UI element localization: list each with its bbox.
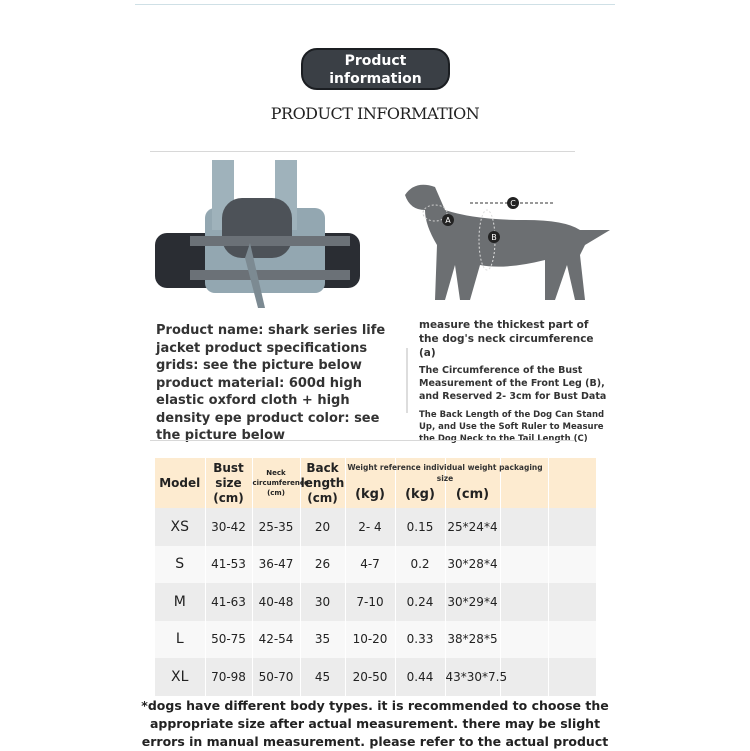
cell-weight: 7-10 <box>345 583 396 621</box>
cell-package-size: 43*30*7.5 <box>445 658 507 696</box>
cell-package-size: 30*29*4 <box>445 583 501 621</box>
cell-bust: 30-42 <box>205 508 253 546</box>
cell-item-weight: 0.2 <box>395 545 446 583</box>
header-bust: Bust size (cm) <box>205 458 253 508</box>
neck-note: measure the thickest part of the dog's n… <box>419 319 594 359</box>
cell-back: 45 <box>300 658 346 696</box>
cell-weight: 20-50 <box>345 658 396 696</box>
product-description: Product name: shark series life jacket p… <box>156 323 386 443</box>
cell-item-weight: 0.24 <box>395 583 446 621</box>
header-package-size: (cm) <box>445 458 501 508</box>
cell-bust: 41-53 <box>205 545 253 583</box>
cell-empty <box>500 545 549 583</box>
footnote: *dogs have different body types. it is r… <box>141 698 609 749</box>
cell-bust: 50-75 <box>205 620 253 658</box>
cell-weight: 2- 4 <box>345 508 396 546</box>
cell-empty <box>500 508 549 546</box>
cell-weight: 4-7 <box>345 545 396 583</box>
cell-bust: 70-98 <box>205 658 253 696</box>
life-jacket-image <box>155 160 360 308</box>
header-weight: (kg) <box>345 458 396 508</box>
cell-empty <box>500 620 549 658</box>
back-length-note: The Back Length of the Dog Can Stand Up,… <box>419 410 605 444</box>
header-back: Back length (cm) <box>300 458 346 508</box>
top-divider <box>135 4 615 5</box>
weight-header-label: Weight reference individual weight packa… <box>347 463 543 483</box>
header-neck: Neck circumference (cm) <box>252 458 309 508</box>
divider <box>150 151 575 152</box>
cell-empty <box>548 508 597 546</box>
cell-item-weight: 0.44 <box>395 658 446 696</box>
cell-back: 20 <box>300 508 346 546</box>
cell-model: XS <box>155 508 206 546</box>
table-header-row: Model Bust size (cm) Neck circumference … <box>155 458 597 508</box>
product-information-badge: Product information <box>301 48 450 90</box>
table-row: XL 70-98 50-70 45 20-50 0.44 43*30*7.5 <box>155 658 597 696</box>
cell-neck: 25-35 <box>252 508 301 546</box>
measurement-notes: measure the thickest part of the dog's n… <box>419 318 609 445</box>
table-row: XS 30-42 25-35 20 2- 4 0.15 25*24*4 <box>155 508 597 546</box>
cell-model: L <box>155 620 206 658</box>
cell-neck: 50-70 <box>252 658 301 696</box>
cell-bust: 41-63 <box>205 583 253 621</box>
cell-neck: 36-47 <box>252 545 301 583</box>
cell-back: 35 <box>300 620 346 658</box>
size-chart-table: Model Bust size (cm) Neck circumference … <box>155 458 597 696</box>
header-empty <box>548 458 597 508</box>
cell-empty <box>548 658 597 696</box>
table-row: M 41-63 40-48 30 7-10 0.24 30*29*4 <box>155 583 597 621</box>
table-row: L 50-75 42-54 35 10-20 0.33 38*28*5 <box>155 620 597 658</box>
cell-package-size: 38*28*5 <box>445 620 501 658</box>
note-divider <box>406 348 408 413</box>
cell-weight: 10-20 <box>345 620 396 658</box>
cell-neck: 40-48 <box>252 583 301 621</box>
cell-neck: 42-54 <box>252 620 301 658</box>
header-empty <box>500 458 549 508</box>
cell-empty <box>548 620 597 658</box>
label-a: A <box>445 216 451 225</box>
table-row: S 41-53 36-47 26 4-7 0.2 30*28*4 <box>155 545 597 583</box>
header-item-weight: (kg) <box>395 458 446 508</box>
cell-empty <box>500 583 549 621</box>
header-model: Model <box>155 458 206 508</box>
cell-model: XL <box>155 658 206 696</box>
dog-measurement-diagram: C A B <box>405 184 610 300</box>
cell-model: S <box>155 545 206 583</box>
label-c: C <box>510 199 516 208</box>
divider <box>150 440 575 441</box>
cell-empty <box>548 545 597 583</box>
page-title: PRODUCT INFORMATION <box>270 104 480 123</box>
cell-item-weight: 0.33 <box>395 620 446 658</box>
label-b: B <box>491 233 497 242</box>
cell-item-weight: 0.15 <box>395 508 446 546</box>
cell-back: 26 <box>300 545 346 583</box>
cell-model: M <box>155 583 206 621</box>
cell-back: 30 <box>300 583 346 621</box>
cell-package-size: 25*24*4 <box>445 508 501 546</box>
bust-note: The Circumference of the Bust Measuremen… <box>419 365 607 402</box>
cell-empty <box>500 658 549 696</box>
cell-package-size: 30*28*4 <box>445 545 501 583</box>
cell-empty <box>548 583 597 621</box>
